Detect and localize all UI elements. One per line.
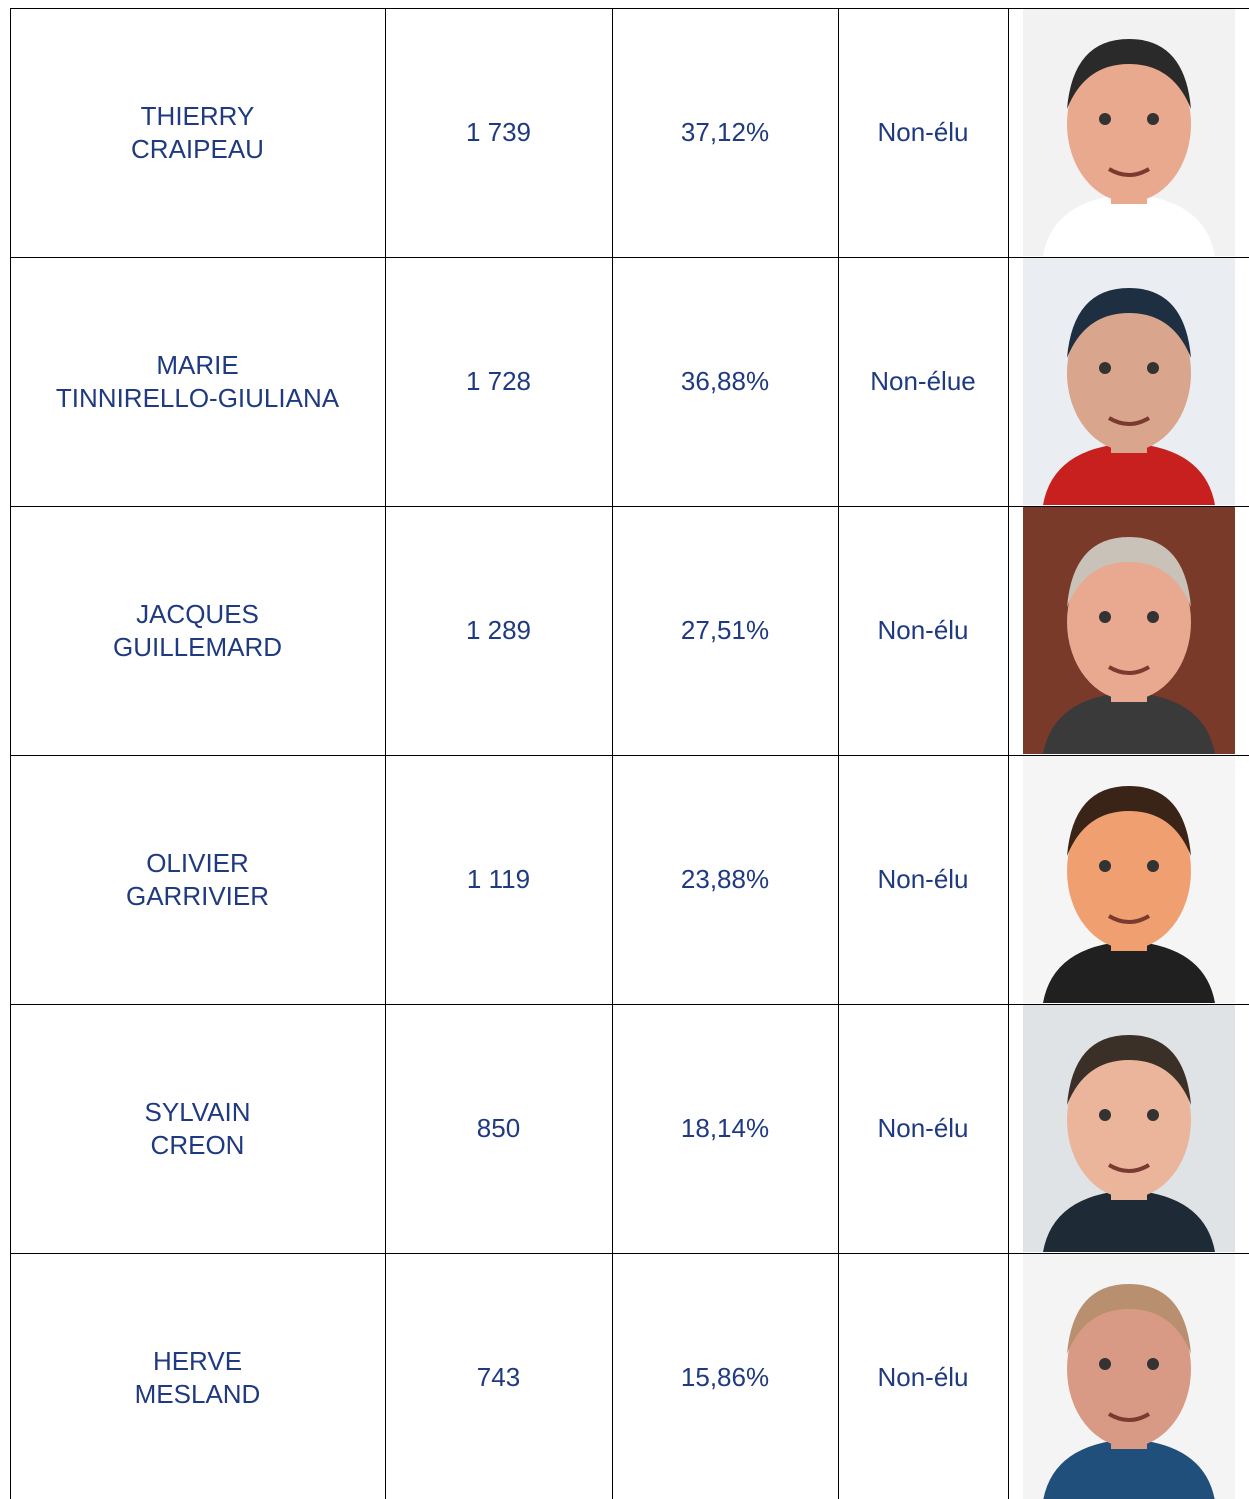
votes: 1 289 [385, 506, 612, 755]
percent: 23,88% [612, 755, 838, 1004]
status: Non-élu [838, 506, 1008, 755]
column-border [1008, 8, 1009, 1499]
name-line: GUILLEMARD [113, 631, 282, 664]
percent: 27,51% [612, 506, 838, 755]
name-line: SYLVAIN [145, 1096, 251, 1129]
percent: 18,14% [612, 1004, 838, 1253]
candidate-photo [1023, 756, 1235, 1003]
name-line: CRAIPEAU [131, 133, 264, 166]
candidate-photo [1023, 258, 1235, 505]
column-border [385, 8, 386, 1499]
column-border [838, 8, 839, 1499]
candidate-photo [1023, 1254, 1235, 1499]
name-line: THIERRY [141, 100, 255, 133]
column-border [10, 8, 11, 1499]
votes: 1 739 [385, 8, 612, 257]
percent: 15,86% [612, 1253, 838, 1499]
name-line: TINNIRELLO-GIULIANA [56, 382, 339, 415]
name-line: MARIE [156, 349, 238, 382]
name-line: JACQUES [136, 598, 259, 631]
votes: 1 119 [385, 755, 612, 1004]
status: Non-élu [838, 1004, 1008, 1253]
page: THIERRYCRAIPEAU1 73937,12%Non-éluMARIETI… [0, 0, 1249, 1499]
name-line: MESLAND [135, 1378, 261, 1411]
column-border [612, 8, 613, 1499]
votes: 850 [385, 1004, 612, 1253]
status: Non-élu [838, 755, 1008, 1004]
status: Non-élu [838, 8, 1008, 257]
status: Non-élu [838, 1253, 1008, 1499]
votes: 743 [385, 1253, 612, 1499]
percent: 37,12% [612, 8, 838, 257]
candidate-photo [1023, 507, 1235, 754]
name-line: GARRIVIER [126, 880, 269, 913]
name-line: CREON [151, 1129, 245, 1162]
name-line: HERVE [153, 1345, 242, 1378]
percent: 36,88% [612, 257, 838, 506]
votes: 1 728 [385, 257, 612, 506]
candidate-photo [1023, 9, 1235, 256]
status: Non-élue [838, 257, 1008, 506]
candidate-photo [1023, 1005, 1235, 1252]
name-line: OLIVIER [146, 847, 249, 880]
